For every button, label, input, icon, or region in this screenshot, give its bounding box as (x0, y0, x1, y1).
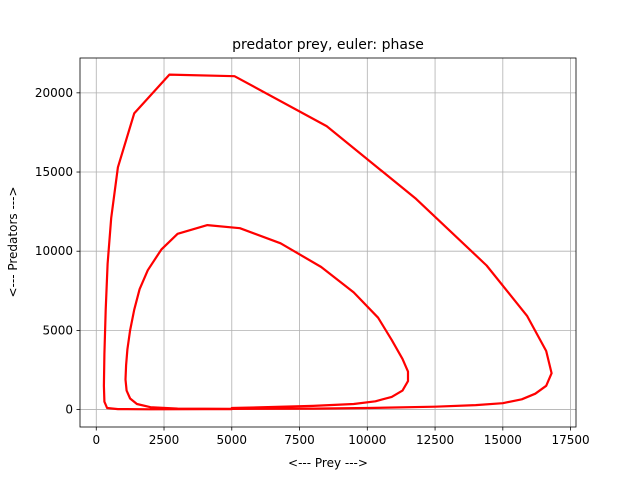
x-tick-label-0: 0 (92, 433, 100, 447)
x-tick-label-3: 7500 (284, 433, 315, 447)
y-axis-label: <--- Predators ---> (6, 187, 20, 298)
x-tick-label-5: 12500 (416, 433, 454, 447)
phase-trajectory-line-0 (102, 73, 553, 411)
y-tick-label-0: 0 (65, 403, 73, 417)
grid-lines (80, 58, 576, 427)
plot-frame (79, 57, 577, 428)
x-tick-label-4: 10000 (348, 433, 386, 447)
x-tick-label-2: 5000 (217, 433, 248, 447)
x-tick-label-1: 2500 (149, 433, 180, 447)
axis-ticks: 0 2500 5000 7500 10000 12500 15000 17500 0 5000 10… (35, 86, 590, 447)
x-tick-label-6: 15000 (484, 433, 522, 447)
y-tick-label-1: 5000 (42, 323, 73, 337)
series-layer (102, 73, 553, 411)
y-tick-label-3: 15000 (35, 165, 73, 179)
x-tick-label-7: 17500 (551, 433, 589, 447)
y-tick-label-4: 20000 (35, 86, 73, 100)
y-tick-label-2: 10000 (35, 244, 73, 258)
x-axis-label: <--- Prey ---> (288, 456, 368, 470)
chart-title: predator prey, euler: phase (232, 37, 424, 53)
